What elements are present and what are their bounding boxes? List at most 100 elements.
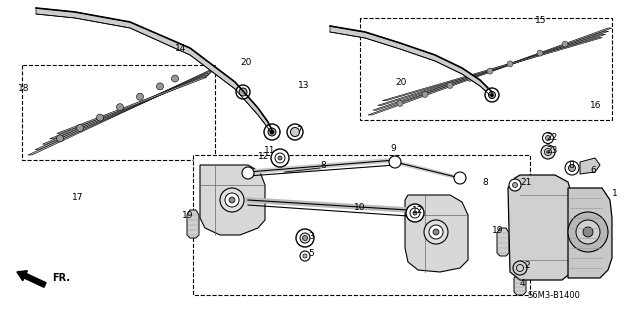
Circle shape: [302, 236, 308, 241]
Text: 6: 6: [590, 165, 596, 174]
Circle shape: [389, 156, 401, 168]
Circle shape: [303, 254, 307, 258]
Text: 18: 18: [18, 84, 29, 92]
Text: 1: 1: [612, 188, 618, 197]
Circle shape: [136, 93, 144, 100]
Circle shape: [433, 229, 439, 235]
Text: 11: 11: [264, 146, 276, 155]
Circle shape: [569, 164, 576, 172]
Circle shape: [485, 88, 499, 102]
Polygon shape: [187, 210, 199, 238]
Polygon shape: [372, 31, 609, 110]
Text: 8: 8: [320, 161, 326, 170]
Polygon shape: [330, 26, 492, 97]
Text: 16: 16: [590, 100, 601, 109]
Circle shape: [278, 156, 282, 160]
Circle shape: [489, 92, 496, 99]
Text: 3: 3: [308, 231, 314, 241]
Text: 5: 5: [308, 249, 314, 258]
Circle shape: [296, 229, 314, 247]
Circle shape: [96, 114, 104, 121]
Circle shape: [56, 135, 64, 142]
Text: 7: 7: [296, 125, 302, 134]
Circle shape: [116, 104, 124, 111]
Circle shape: [271, 149, 289, 167]
Circle shape: [447, 83, 453, 89]
Circle shape: [583, 227, 593, 237]
Circle shape: [264, 124, 280, 140]
Polygon shape: [405, 195, 468, 272]
Circle shape: [236, 85, 250, 99]
Polygon shape: [28, 70, 214, 155]
Circle shape: [406, 204, 424, 222]
Circle shape: [487, 68, 493, 74]
Circle shape: [300, 233, 310, 243]
Circle shape: [300, 251, 310, 261]
Polygon shape: [200, 165, 265, 235]
Circle shape: [220, 188, 244, 212]
Text: 13: 13: [298, 81, 309, 90]
Text: 9: 9: [390, 143, 396, 153]
Circle shape: [229, 197, 235, 203]
Polygon shape: [368, 28, 612, 115]
Circle shape: [76, 124, 84, 132]
Circle shape: [491, 93, 494, 97]
Polygon shape: [378, 35, 606, 105]
Circle shape: [546, 150, 549, 154]
Polygon shape: [514, 275, 526, 295]
Circle shape: [291, 127, 299, 137]
Text: 20: 20: [240, 58, 251, 67]
Circle shape: [270, 130, 274, 134]
Text: 22: 22: [546, 132, 558, 141]
Circle shape: [268, 128, 276, 136]
Text: 8: 8: [568, 161, 574, 170]
Polygon shape: [42, 74, 211, 144]
Polygon shape: [57, 77, 207, 133]
Polygon shape: [568, 188, 612, 278]
Text: 12: 12: [412, 205, 423, 214]
Circle shape: [424, 220, 448, 244]
Polygon shape: [497, 228, 509, 256]
Text: 19: 19: [492, 226, 504, 235]
Circle shape: [454, 172, 466, 184]
Polygon shape: [22, 65, 215, 160]
Polygon shape: [360, 18, 612, 120]
Circle shape: [541, 145, 555, 159]
Circle shape: [509, 179, 521, 191]
Polygon shape: [49, 76, 209, 139]
Polygon shape: [35, 72, 213, 150]
Text: S6M3-B1400: S6M3-B1400: [528, 291, 581, 300]
Circle shape: [512, 182, 518, 188]
Polygon shape: [36, 8, 272, 134]
Circle shape: [413, 211, 417, 215]
Text: 2: 2: [524, 260, 529, 269]
Text: 17: 17: [72, 193, 84, 202]
Text: 20: 20: [395, 77, 406, 86]
Circle shape: [156, 83, 164, 90]
Polygon shape: [193, 155, 530, 295]
Circle shape: [287, 124, 303, 140]
Text: 19: 19: [182, 211, 194, 220]
Text: 15: 15: [535, 15, 546, 25]
Circle shape: [467, 75, 473, 81]
Polygon shape: [508, 175, 572, 280]
Circle shape: [397, 100, 403, 107]
Text: 14: 14: [175, 44, 186, 52]
Circle shape: [542, 132, 554, 143]
Circle shape: [507, 61, 513, 67]
Circle shape: [513, 261, 527, 275]
Text: FR.: FR.: [52, 273, 70, 283]
Circle shape: [565, 161, 579, 175]
Circle shape: [171, 75, 179, 82]
Circle shape: [422, 92, 428, 98]
FancyArrow shape: [17, 271, 46, 287]
Text: 8: 8: [482, 178, 488, 187]
Circle shape: [568, 212, 608, 252]
Circle shape: [429, 225, 443, 239]
Circle shape: [242, 167, 254, 179]
Polygon shape: [580, 158, 600, 174]
Text: 21: 21: [520, 178, 531, 187]
Text: 4: 4: [520, 278, 526, 287]
Circle shape: [576, 220, 600, 244]
Text: 12: 12: [258, 151, 269, 161]
